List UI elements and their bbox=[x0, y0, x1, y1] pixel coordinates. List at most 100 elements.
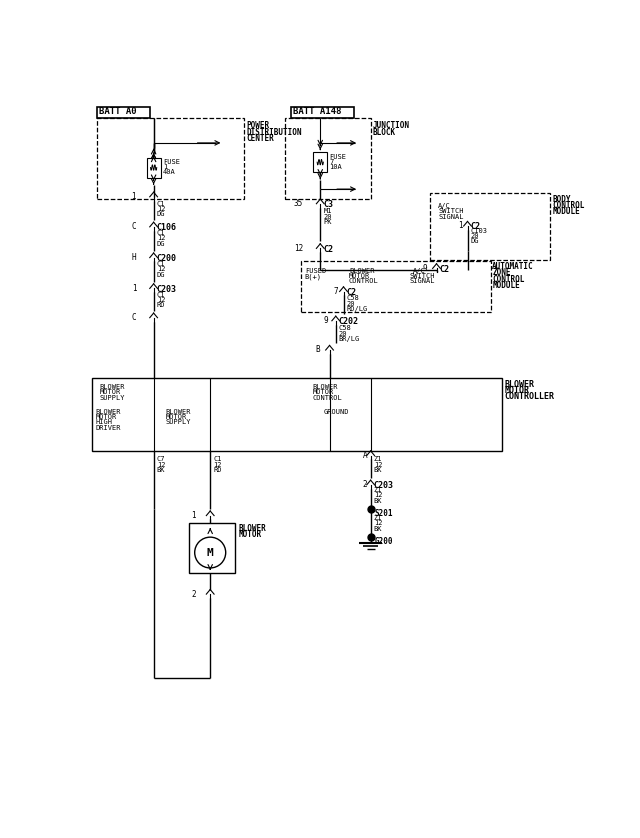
Text: DISTRIBUTION: DISTRIBUTION bbox=[246, 127, 302, 137]
Text: 20: 20 bbox=[339, 331, 348, 337]
Text: BLOWER: BLOWER bbox=[505, 380, 534, 389]
Text: FUSE: FUSE bbox=[163, 159, 180, 165]
Text: 12: 12 bbox=[374, 493, 382, 499]
Text: 2: 2 bbox=[363, 480, 367, 489]
Text: C203: C203 bbox=[374, 481, 394, 490]
Text: 1: 1 bbox=[163, 164, 167, 170]
Text: C2: C2 bbox=[347, 287, 356, 297]
Text: BK: BK bbox=[374, 525, 382, 531]
Text: BLOCK: BLOCK bbox=[373, 127, 396, 137]
Text: BATT A0: BATT A0 bbox=[99, 107, 137, 116]
Text: SUPPLY: SUPPLY bbox=[99, 395, 125, 401]
Text: DG: DG bbox=[157, 241, 165, 246]
Text: 2: 2 bbox=[191, 589, 196, 598]
Text: C106: C106 bbox=[157, 223, 177, 232]
Text: C2: C2 bbox=[323, 245, 333, 254]
Text: FUSE: FUSE bbox=[330, 153, 346, 160]
Text: Z1: Z1 bbox=[374, 515, 382, 521]
Text: Z1: Z1 bbox=[374, 457, 382, 463]
Text: 7: 7 bbox=[333, 287, 338, 296]
Text: 1: 1 bbox=[458, 221, 463, 230]
Text: A/C: A/C bbox=[438, 203, 451, 209]
Bar bbox=[189, 523, 235, 572]
Text: 12: 12 bbox=[157, 206, 165, 212]
Text: SWITCH: SWITCH bbox=[410, 273, 435, 279]
Text: HIGH: HIGH bbox=[95, 419, 113, 426]
Text: H: H bbox=[132, 253, 136, 262]
Text: 12: 12 bbox=[374, 520, 382, 526]
Text: CONTROL: CONTROL bbox=[553, 200, 585, 210]
Text: CONTROLLER: CONTROLLER bbox=[505, 392, 555, 401]
Text: A/C: A/C bbox=[413, 267, 426, 274]
Text: DRIVER: DRIVER bbox=[95, 425, 121, 431]
Text: BLOWER: BLOWER bbox=[312, 384, 338, 390]
Text: C1: C1 bbox=[157, 200, 165, 207]
Text: CONTROL: CONTROL bbox=[349, 278, 379, 284]
Text: C2: C2 bbox=[470, 222, 481, 231]
Text: Z1: Z1 bbox=[374, 487, 382, 493]
Text: M: M bbox=[207, 547, 214, 557]
Text: RD: RD bbox=[157, 303, 165, 308]
Text: BLOWER: BLOWER bbox=[239, 524, 267, 533]
Text: SIGNAL: SIGNAL bbox=[410, 278, 435, 284]
Text: SUPPLY: SUPPLY bbox=[165, 419, 191, 426]
Text: C2: C2 bbox=[440, 265, 450, 273]
Text: BK: BK bbox=[374, 498, 382, 504]
Text: 12: 12 bbox=[213, 462, 222, 468]
Bar bbox=[291, 106, 355, 118]
Text: C: C bbox=[132, 222, 136, 231]
Text: SWITCH: SWITCH bbox=[438, 209, 463, 215]
Text: BATT A148: BATT A148 bbox=[293, 107, 342, 116]
Text: C: C bbox=[132, 313, 136, 322]
Text: SIGNAL: SIGNAL bbox=[438, 214, 463, 220]
Bar bbox=[301, 261, 491, 313]
Text: BODY: BODY bbox=[553, 194, 572, 204]
Text: 40A: 40A bbox=[163, 169, 175, 175]
Bar bbox=[285, 118, 371, 199]
Text: C1: C1 bbox=[157, 292, 165, 297]
Text: MODULE: MODULE bbox=[553, 207, 580, 216]
Text: ZONE: ZONE bbox=[492, 268, 511, 277]
Text: DG: DG bbox=[157, 272, 165, 277]
Text: B: B bbox=[316, 345, 320, 354]
Text: BLOWER: BLOWER bbox=[165, 409, 191, 415]
Text: GROUND: GROUND bbox=[324, 409, 349, 415]
Bar bbox=[97, 106, 150, 118]
Text: C202: C202 bbox=[339, 317, 359, 326]
Bar bbox=[430, 193, 550, 260]
Text: 12: 12 bbox=[294, 244, 303, 253]
Text: BR/LG: BR/LG bbox=[339, 336, 360, 342]
Text: 1: 1 bbox=[132, 284, 136, 292]
Text: C200: C200 bbox=[157, 254, 177, 263]
Bar bbox=[97, 118, 244, 199]
Text: B(+): B(+) bbox=[305, 273, 322, 280]
Text: MOTOR: MOTOR bbox=[239, 530, 262, 539]
Text: C58: C58 bbox=[347, 295, 359, 302]
Text: C1: C1 bbox=[157, 230, 165, 236]
Bar bbox=[313, 153, 327, 172]
Text: BLOWER: BLOWER bbox=[349, 267, 374, 274]
Bar bbox=[147, 158, 161, 178]
Text: G200: G200 bbox=[374, 537, 393, 546]
Text: 9: 9 bbox=[323, 316, 328, 325]
Text: C58: C58 bbox=[339, 325, 351, 331]
Text: MOTOR: MOTOR bbox=[165, 414, 186, 420]
Text: S201: S201 bbox=[374, 509, 393, 518]
Text: JUNCTION: JUNCTION bbox=[373, 122, 410, 131]
Text: 1: 1 bbox=[191, 511, 196, 520]
Text: C203: C203 bbox=[157, 285, 177, 293]
Text: MODULE: MODULE bbox=[492, 281, 520, 290]
Text: 12: 12 bbox=[157, 462, 165, 468]
Text: 12: 12 bbox=[157, 235, 165, 241]
Text: 12: 12 bbox=[157, 297, 165, 303]
Text: BLOWER: BLOWER bbox=[99, 384, 125, 390]
Text: A: A bbox=[363, 451, 367, 460]
Text: PK: PK bbox=[323, 220, 332, 225]
Text: 10A: 10A bbox=[330, 164, 342, 170]
Text: M1: M1 bbox=[323, 209, 332, 215]
Text: C1: C1 bbox=[213, 457, 222, 463]
Text: CENTER: CENTER bbox=[246, 134, 275, 142]
Text: RD/LG: RD/LG bbox=[347, 306, 368, 312]
Text: C3: C3 bbox=[323, 200, 333, 209]
Text: MOTOR: MOTOR bbox=[312, 390, 333, 396]
